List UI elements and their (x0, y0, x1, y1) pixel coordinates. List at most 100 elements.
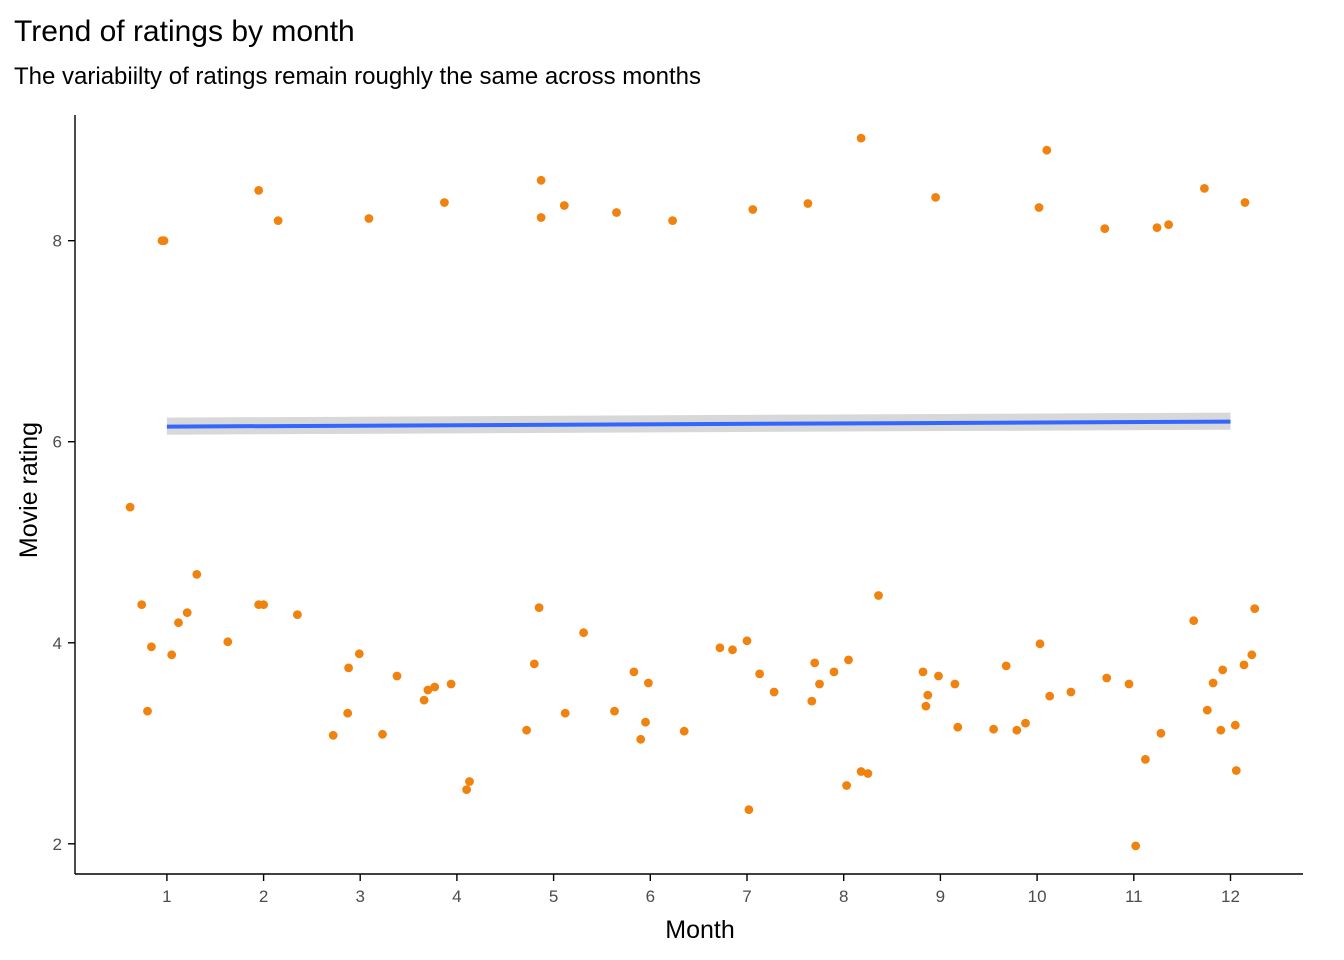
data-point (769, 687, 779, 697)
x-tick-label: 12 (1221, 887, 1240, 906)
data-point (1231, 766, 1241, 775)
data-point (343, 708, 353, 718)
data-point (863, 769, 873, 778)
data-point (273, 216, 283, 226)
data-point (182, 608, 192, 617)
x-tick-label: 1 (162, 887, 171, 906)
data-point (378, 729, 387, 739)
x-tick-label: 6 (646, 887, 655, 906)
data-point (1230, 720, 1240, 730)
chart-subtitle: The variabiilty of ratings remain roughl… (14, 63, 701, 90)
data-point (874, 591, 883, 600)
data-point (744, 805, 754, 815)
data-point (950, 679, 960, 689)
data-point (636, 734, 646, 744)
x-tick-label: 10 (1028, 887, 1047, 906)
data-point (989, 724, 998, 734)
data-point (125, 502, 135, 512)
data-point (174, 618, 183, 628)
data-point (143, 706, 152, 716)
data-point (1001, 661, 1011, 671)
data-point (842, 781, 851, 790)
x-tick-label: 11 (1125, 887, 1143, 906)
data-point (934, 671, 943, 681)
data-point (844, 655, 853, 665)
data-point (1200, 184, 1209, 193)
data-point (1100, 224, 1110, 234)
data-point (1066, 687, 1076, 697)
data-point (1156, 728, 1166, 738)
data-point (1202, 705, 1212, 715)
y-tick-label: 6 (53, 433, 62, 452)
data-point (1034, 203, 1044, 212)
data-point (522, 725, 531, 735)
y-axis-title: Movie rating (15, 422, 43, 558)
x-tick-label: 9 (936, 887, 945, 906)
data-point (1208, 678, 1218, 688)
data-point (293, 610, 302, 619)
data-point (1239, 660, 1249, 670)
chart-title: Trend of ratings by month (14, 15, 355, 48)
data-point (559, 201, 569, 210)
data-point (167, 650, 177, 660)
data-point (755, 669, 764, 679)
data-point (807, 696, 817, 706)
data-point (462, 785, 471, 794)
data-point (465, 777, 474, 786)
data-point (728, 645, 737, 655)
data-point (1045, 691, 1055, 701)
data-point (641, 717, 650, 727)
data-point (1042, 145, 1052, 155)
data-point (856, 133, 866, 143)
data-point (715, 643, 725, 653)
data-point (1247, 650, 1257, 660)
data-point (1124, 679, 1134, 689)
data-point (679, 726, 689, 736)
y-tick-label: 2 (53, 835, 62, 854)
data-point (534, 603, 544, 612)
trend-line (166, 419, 1231, 429)
data-point (748, 205, 758, 214)
data-point (446, 679, 456, 689)
data-point (1189, 616, 1199, 626)
data-point (344, 663, 353, 673)
x-tick-label: 4 (452, 887, 461, 906)
data-point (1102, 673, 1112, 683)
x-axis-title: Month (665, 916, 734, 944)
data-point (931, 193, 940, 202)
trend-layer (166, 412, 1231, 435)
data-point (159, 236, 169, 246)
data-point (536, 213, 546, 222)
data-point (1164, 220, 1173, 230)
data-point (1218, 665, 1228, 675)
data-point (953, 722, 963, 732)
data-point (192, 570, 202, 579)
data-point (612, 208, 621, 217)
data-point (1240, 198, 1250, 207)
data-point (419, 695, 429, 705)
data-point (856, 767, 866, 776)
x-tick-label: 5 (549, 887, 558, 906)
data-point (328, 730, 338, 740)
data-point (918, 667, 928, 677)
x-tick-label: 3 (355, 887, 364, 906)
x-tick-label: 8 (839, 887, 848, 906)
data-point (560, 708, 570, 718)
y-tick-label: 8 (53, 232, 62, 251)
x-tick-label: 7 (742, 887, 751, 906)
data-point (354, 649, 364, 659)
data-point (223, 637, 233, 647)
data-point (815, 679, 824, 689)
data-point (829, 667, 839, 677)
x-tick-label: 2 (259, 887, 268, 906)
data-point (1035, 639, 1045, 649)
data-point (1216, 725, 1226, 735)
data-point (923, 690, 933, 700)
data-point (921, 701, 931, 711)
data-point (259, 600, 268, 609)
y-axis-ticks: 2 4 6 8 (53, 232, 75, 854)
data-point (629, 667, 639, 677)
data-point (392, 671, 402, 681)
data-point (254, 186, 264, 195)
